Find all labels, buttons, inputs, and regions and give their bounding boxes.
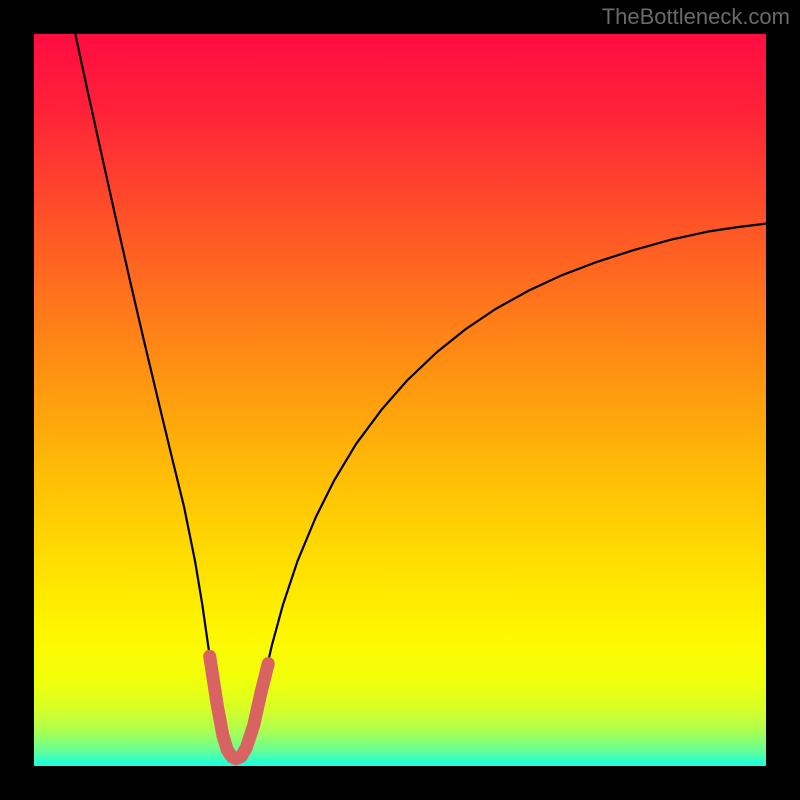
chart-frame: TheBottleneck.com bbox=[0, 0, 800, 800]
watermark-text: TheBottleneck.com bbox=[602, 4, 790, 30]
bottleneck-chart bbox=[0, 0, 800, 800]
gradient-background bbox=[34, 34, 766, 766]
